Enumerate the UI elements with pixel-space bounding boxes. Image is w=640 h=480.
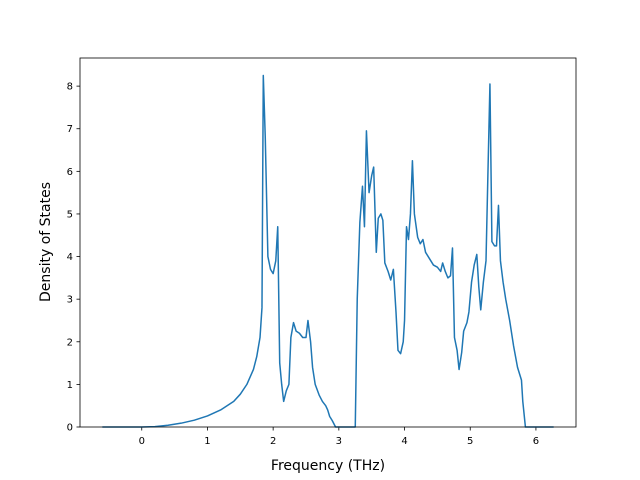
x-tick-label: 2 bbox=[270, 436, 276, 447]
y-tick-label: 8 bbox=[67, 82, 73, 93]
y-tick-label: 6 bbox=[67, 167, 73, 178]
x-tick-label: 3 bbox=[336, 436, 342, 447]
y-tick-label: 5 bbox=[67, 209, 73, 220]
y-tick-label: 1 bbox=[67, 380, 73, 391]
x-tick-label: 6 bbox=[533, 436, 539, 447]
plot-frame bbox=[79, 57, 577, 428]
y-tick-label: 0 bbox=[67, 423, 73, 434]
x-tick-label: 4 bbox=[401, 436, 407, 447]
line bbox=[102, 74, 554, 428]
y-tick-label: 3 bbox=[67, 295, 73, 306]
y-tick-label: 4 bbox=[67, 252, 73, 263]
x-tick-label: 1 bbox=[204, 436, 210, 447]
x-axis-title: Frequency (THz) bbox=[271, 458, 385, 474]
x-tick-label: 0 bbox=[139, 436, 145, 447]
y-axis-title: Density of States bbox=[38, 182, 54, 302]
y-tick-label: 2 bbox=[67, 337, 73, 348]
x-tick-label: 5 bbox=[467, 436, 473, 447]
y-tick-label: 7 bbox=[67, 124, 73, 135]
